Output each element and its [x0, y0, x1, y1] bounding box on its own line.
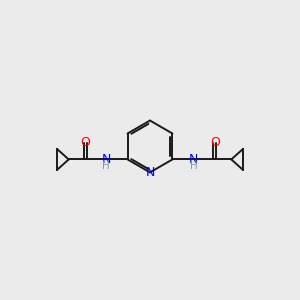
Text: H: H — [190, 161, 197, 171]
Text: N: N — [102, 153, 111, 166]
Text: N: N — [145, 166, 155, 179]
Text: O: O — [80, 136, 90, 149]
Text: N: N — [189, 153, 198, 166]
Text: H: H — [103, 161, 110, 171]
Text: O: O — [210, 136, 220, 149]
